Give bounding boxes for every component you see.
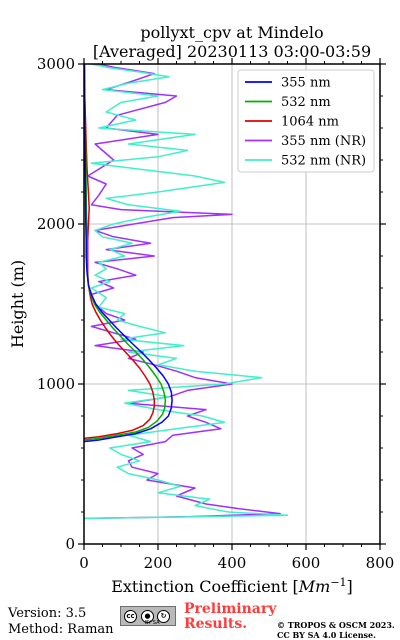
legend-label: 532 nm bbox=[281, 95, 331, 110]
y-tick-labels: 0 1000 2000 3000 bbox=[37, 55, 75, 553]
preliminary-results-note: Preliminary Results. bbox=[184, 602, 276, 632]
x-tick-label: 800 bbox=[366, 554, 395, 572]
preliminary-line2: Results. bbox=[184, 616, 248, 632]
legend: 355 nm 532 nm 1064 nm 355 nm (NR) 532 nm (NR… bbox=[237, 69, 375, 173]
legend-label: 1064 nm bbox=[281, 115, 339, 130]
y-tick-label: 3000 bbox=[37, 55, 75, 73]
cc-license-badge: cc ● ↻ BY SA bbox=[120, 606, 176, 626]
x-tick-label: 0 bbox=[79, 554, 89, 572]
legend-label: 355 nm (NR) bbox=[281, 134, 366, 149]
preliminary-line1: Preliminary bbox=[184, 601, 277, 617]
legend-label: 532 nm (NR) bbox=[281, 154, 366, 169]
series-line-2 bbox=[83, 63, 156, 440]
copyright-line2: CC BY SA 4.0 License. bbox=[277, 630, 376, 640]
legend-label: 355 nm bbox=[281, 76, 331, 91]
x-tick-label: 600 bbox=[292, 554, 321, 572]
legend-box bbox=[237, 69, 375, 173]
chart-title-line2: [Averaged] 20230113 03:00-03:59 bbox=[93, 42, 371, 61]
series-layer bbox=[83, 63, 289, 520]
y-tick-label: 0 bbox=[65, 535, 75, 553]
x-tick-label: 400 bbox=[218, 554, 247, 572]
y-tick-label: 1000 bbox=[37, 375, 75, 393]
sa-icon: ↻ bbox=[157, 610, 170, 623]
version-text: Version: 3.5 bbox=[8, 606, 87, 621]
series-line-1 bbox=[83, 63, 167, 441]
y-tick-label: 2000 bbox=[37, 215, 75, 233]
series-line-0 bbox=[83, 63, 173, 443]
x-tick-label: 200 bbox=[144, 554, 173, 572]
cc-sub-label: BY SA bbox=[145, 620, 160, 626]
x-tick-labels: 0 200 400 600 800 bbox=[79, 554, 394, 572]
chart: pollyxt_cpv at Mindelo [Averaged] 202301… bbox=[8, 23, 394, 596]
series-line-3 bbox=[83, 63, 281, 520]
ticks bbox=[78, 58, 386, 550]
method-text: Method: Raman bbox=[8, 622, 114, 637]
series-line-4 bbox=[83, 63, 289, 520]
by-icon: ● bbox=[141, 610, 154, 623]
copyright-note: © TROPOS & OSCM 2023. CC BY SA 4.0 Licen… bbox=[277, 620, 395, 640]
chart-title-line1: pollyxt_cpv at Mindelo bbox=[140, 23, 323, 42]
x-axis-label: Extinction Coefficient [Mm−1] bbox=[111, 576, 353, 596]
cc-icon: cc bbox=[124, 610, 137, 623]
y-axis-label: Height (m) bbox=[8, 260, 27, 348]
copyright-line1: © TROPOS & OSCM 2023. bbox=[277, 620, 395, 630]
